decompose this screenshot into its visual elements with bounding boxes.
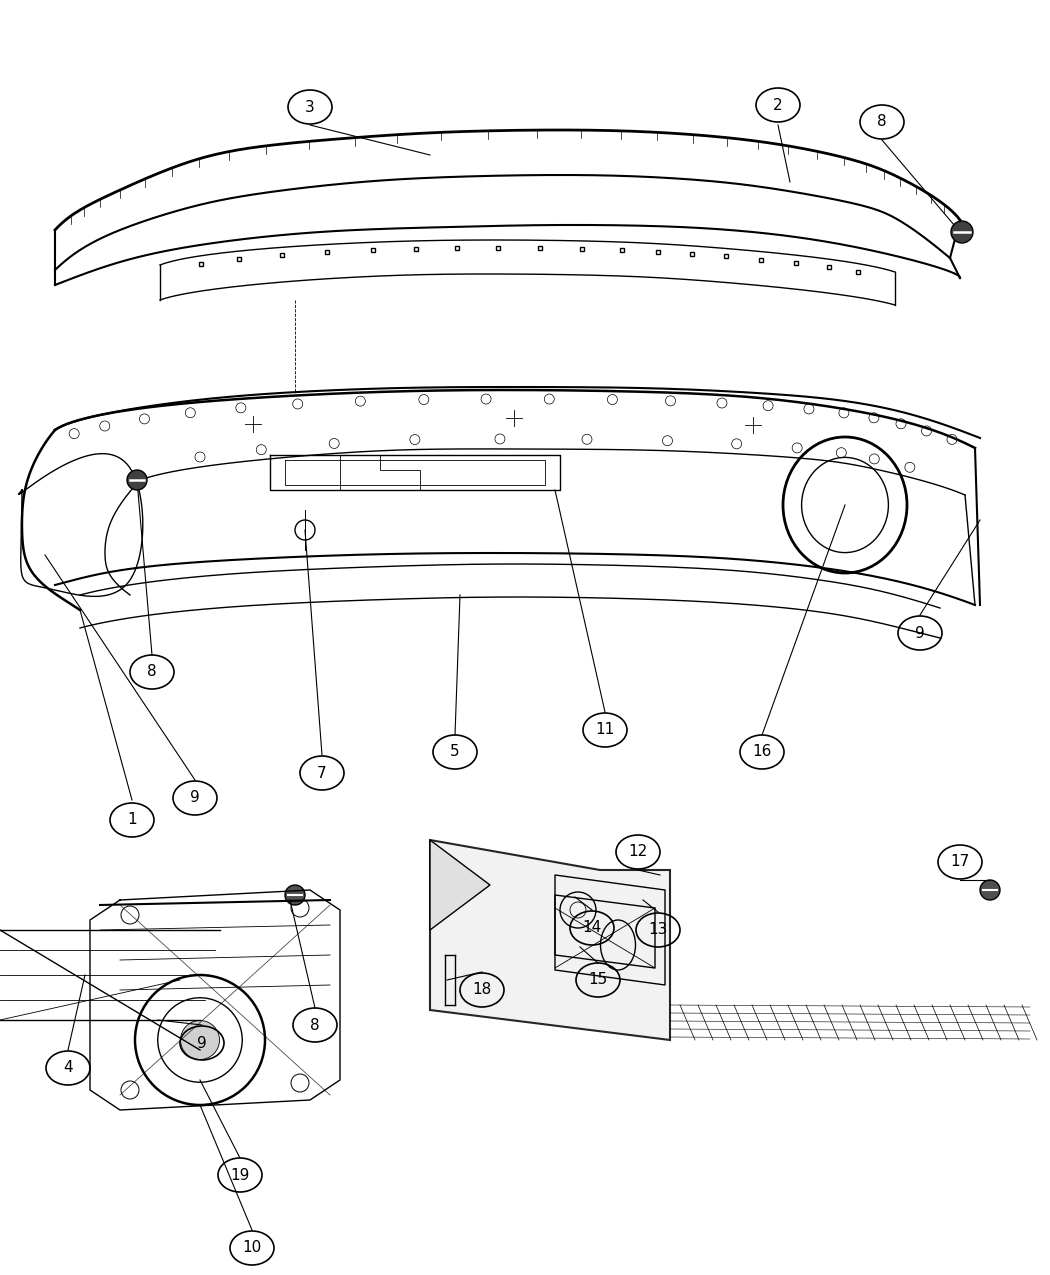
Text: 3: 3	[306, 99, 315, 115]
Text: 14: 14	[583, 921, 602, 936]
Text: 8: 8	[147, 664, 156, 680]
Text: 7: 7	[317, 765, 327, 780]
Text: 1: 1	[127, 812, 136, 827]
Text: 12: 12	[628, 844, 648, 859]
Text: 9: 9	[197, 1035, 207, 1051]
Text: 19: 19	[230, 1168, 250, 1182]
Text: 4: 4	[63, 1061, 72, 1076]
Text: 18: 18	[472, 983, 491, 997]
Text: 16: 16	[752, 745, 772, 760]
Text: 9: 9	[916, 626, 925, 640]
Text: 8: 8	[310, 1017, 320, 1033]
Circle shape	[951, 221, 973, 244]
Text: 10: 10	[243, 1241, 261, 1256]
Circle shape	[181, 1020, 219, 1060]
Text: 2: 2	[773, 97, 783, 112]
Polygon shape	[430, 840, 670, 1040]
Text: 8: 8	[877, 115, 887, 130]
Text: 11: 11	[595, 723, 614, 737]
Text: 15: 15	[588, 973, 608, 988]
Circle shape	[980, 880, 1000, 900]
Polygon shape	[430, 840, 490, 929]
Circle shape	[127, 470, 147, 490]
Circle shape	[285, 885, 304, 905]
Text: 5: 5	[450, 745, 460, 760]
Text: 17: 17	[950, 854, 969, 870]
Text: 9: 9	[190, 790, 200, 806]
Text: 13: 13	[648, 923, 668, 937]
